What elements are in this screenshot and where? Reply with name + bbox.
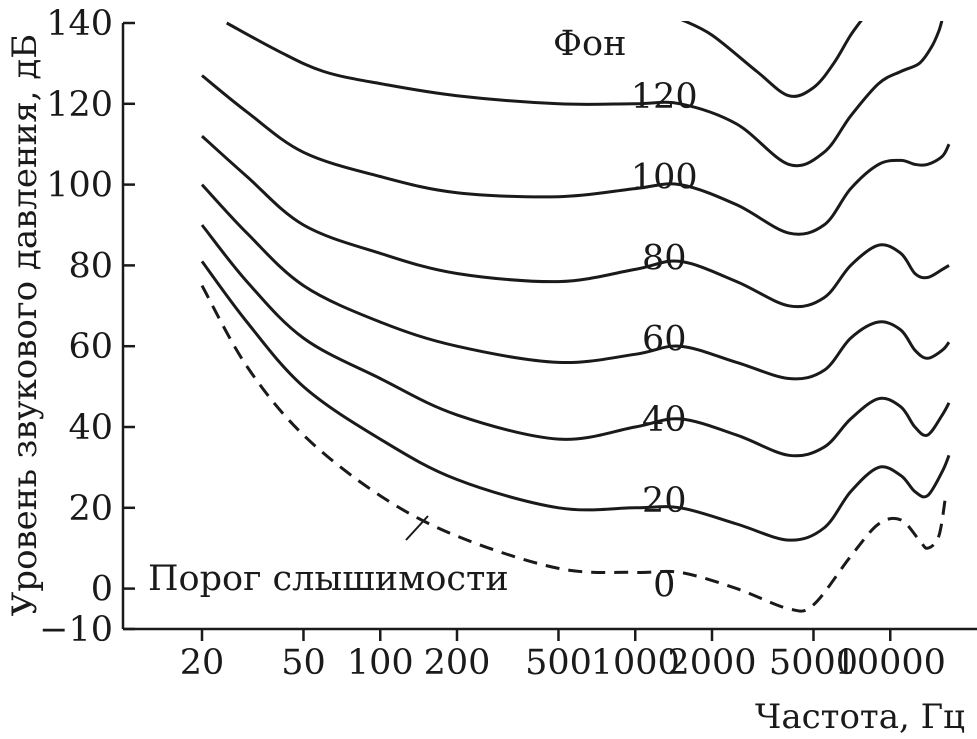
y-tick-label-7: 0 bbox=[91, 570, 113, 610]
y-tick-label-1: 120 bbox=[46, 85, 113, 125]
y-tick-label-5: 40 bbox=[68, 408, 113, 448]
curve-100-phon bbox=[201, 74, 951, 236]
x-tick-label-6: 2000 bbox=[667, 643, 756, 683]
curve-label-20: 20 bbox=[642, 481, 687, 521]
curve-20-phon bbox=[200, 260, 951, 542]
curve-label-40: 40 bbox=[642, 400, 687, 440]
curve-40-phon bbox=[200, 224, 951, 458]
x-tick-label-3: 200 bbox=[424, 643, 491, 683]
units-label: Фон bbox=[553, 24, 626, 64]
curve-60-phon bbox=[200, 183, 951, 381]
x-tick-label-8: 10000 bbox=[835, 643, 946, 683]
curve-label-0: 0 bbox=[653, 566, 675, 606]
y-tick-label-3: 80 bbox=[68, 246, 113, 286]
x-tick-label-2: 100 bbox=[347, 643, 414, 683]
curve-0-phon bbox=[200, 284, 948, 613]
threshold-pointer bbox=[405, 515, 429, 541]
curve-label-80: 80 bbox=[642, 238, 687, 278]
curve-upper bbox=[680, 21, 863, 98]
x-tick-label-4: 500 bbox=[525, 643, 592, 683]
curve-label-60: 60 bbox=[642, 319, 687, 359]
y-tick-label-2: 100 bbox=[46, 166, 113, 206]
curve-labels: 0 20 40 60 80 100 120 bbox=[631, 77, 698, 606]
threshold-label: Порог слышимости bbox=[148, 559, 509, 599]
x-tick-label-1: 50 bbox=[281, 643, 326, 683]
curve-120-phon bbox=[225, 21, 944, 168]
y-tick-label-8: −10 bbox=[39, 610, 113, 650]
x-tick-label-5: 1000 bbox=[591, 643, 680, 683]
y-axis-title: Уровень звукового давления, дБ bbox=[5, 34, 45, 617]
x-axis-title: Частота, Гц bbox=[755, 697, 965, 737]
y-tick-label-4: 60 bbox=[68, 327, 113, 367]
curves bbox=[200, 21, 951, 613]
y-ticks: 140 120 100 80 60 40 20 0−10 bbox=[39, 4, 135, 650]
curve-label-120: 120 bbox=[631, 77, 698, 117]
curve-label-100: 100 bbox=[631, 158, 698, 198]
y-tick-label-6: 20 bbox=[68, 489, 113, 529]
x-tick-label-0: 20 bbox=[180, 643, 225, 683]
y-tick-label-0: 140 bbox=[46, 4, 113, 44]
curve-80-phon bbox=[200, 134, 950, 309]
x-tick-label-7: 5000 bbox=[769, 643, 858, 683]
